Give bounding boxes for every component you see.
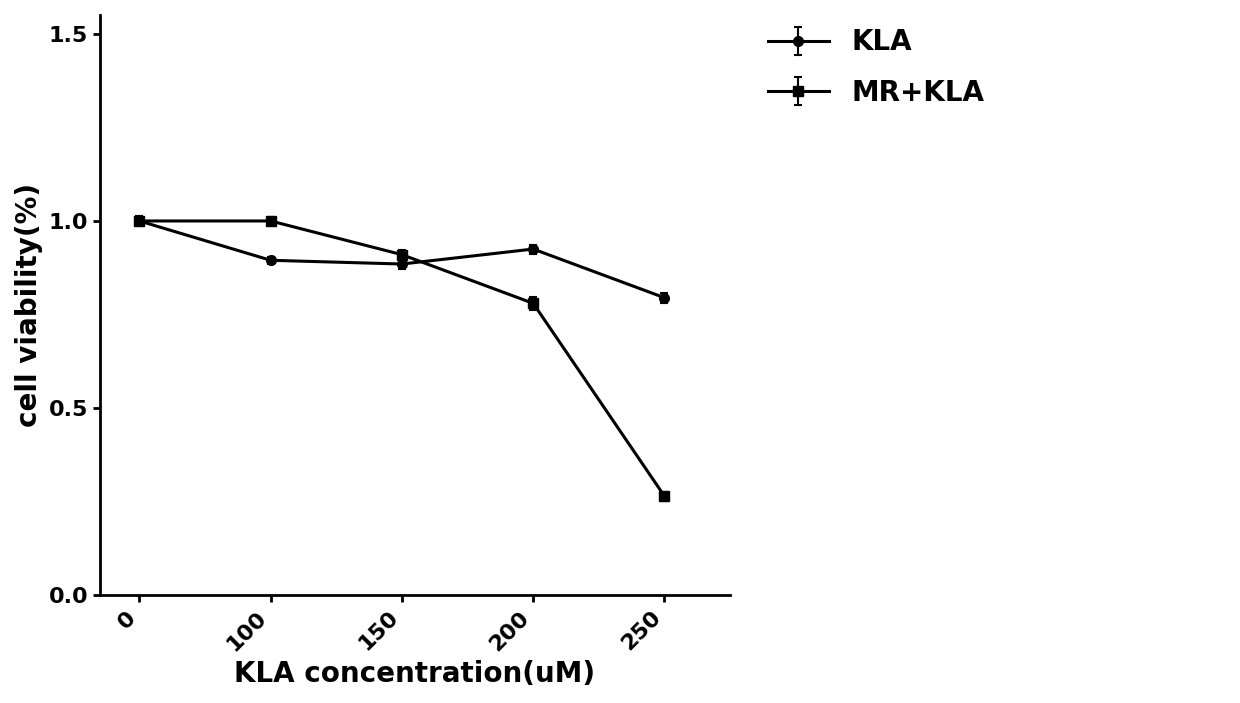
Legend: KLA, MR+KLA: KLA, MR+KLA bbox=[756, 18, 996, 117]
Y-axis label: cell viability(%): cell viability(%) bbox=[15, 183, 43, 427]
X-axis label: KLA concentration(uM): KLA concentration(uM) bbox=[234, 660, 595, 688]
